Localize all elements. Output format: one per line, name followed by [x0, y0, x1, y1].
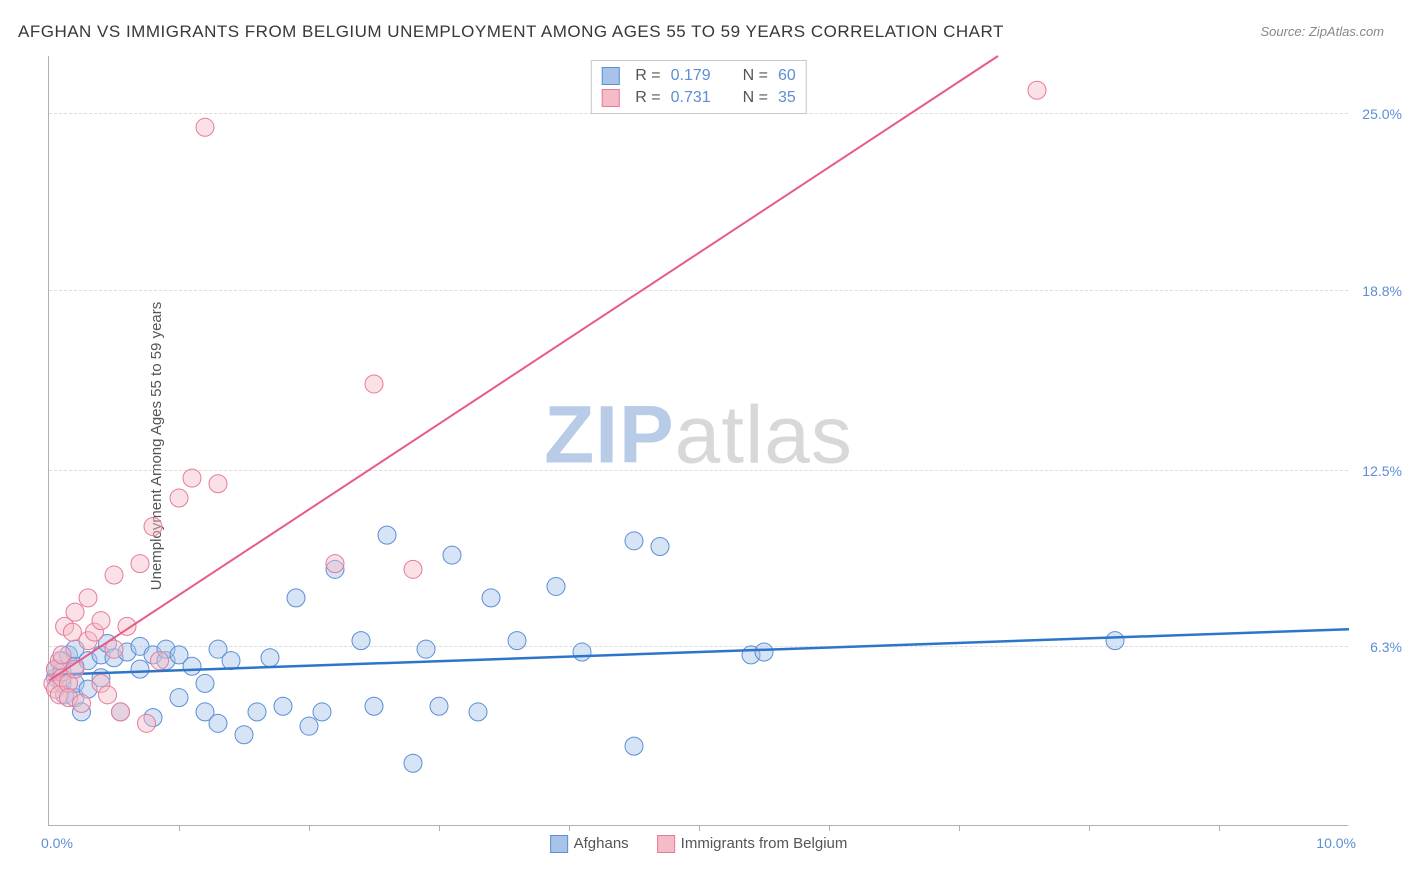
trend-line [49, 629, 1349, 675]
n-label: N = [743, 67, 768, 85]
data-point [66, 603, 84, 621]
data-point [112, 703, 130, 721]
data-point [196, 118, 214, 136]
legend-bottom: Afghans Immigrants from Belgium [550, 835, 848, 853]
data-point [248, 703, 266, 721]
data-point [300, 717, 318, 735]
data-point [326, 555, 344, 573]
trend-line [49, 56, 998, 681]
r-value: 0.731 [671, 89, 723, 107]
y-tick-label: 12.5% [1362, 463, 1402, 479]
data-point [313, 703, 331, 721]
data-point [352, 632, 370, 650]
x-tick [309, 825, 310, 831]
data-point [404, 754, 422, 772]
r-value: 0.179 [671, 67, 723, 85]
data-point [469, 703, 487, 721]
data-point [99, 686, 117, 704]
plot-area: 6.3%12.5%18.8%25.0% ZIPatlas 0.0% 10.0% … [48, 56, 1348, 826]
data-point [443, 546, 461, 564]
data-point [547, 577, 565, 595]
x-tick [959, 825, 960, 831]
legend-item-belgium: Immigrants from Belgium [657, 835, 848, 853]
data-point [131, 555, 149, 573]
r-label: R = [635, 89, 660, 107]
data-point [365, 375, 383, 393]
legend-label: Afghans [574, 835, 629, 852]
data-point [131, 660, 149, 678]
data-point [105, 566, 123, 584]
data-point [138, 714, 156, 732]
data-point [404, 560, 422, 578]
x-tick [699, 825, 700, 831]
n-label: N = [743, 89, 768, 107]
legend-swatch-icon [550, 835, 568, 853]
data-point [378, 526, 396, 544]
chart-title: AFGHAN VS IMMIGRANTS FROM BELGIUM UNEMPL… [18, 22, 1004, 42]
x-axis-min-label: 0.0% [41, 835, 73, 851]
data-point [1028, 81, 1046, 99]
legend-correlation-box: R = 0.179 N = 60 R = 0.731 N = 35 [590, 60, 806, 114]
data-point [144, 518, 162, 536]
legend-swatch-icon [657, 835, 675, 853]
data-point [625, 532, 643, 550]
data-point [482, 589, 500, 607]
y-tick-label: 6.3% [1370, 639, 1402, 655]
legend-item-afghans: Afghans [550, 835, 629, 853]
data-point [79, 589, 97, 607]
data-point [183, 469, 201, 487]
data-point [73, 694, 91, 712]
x-tick [439, 825, 440, 831]
legend-swatch-icon [601, 89, 619, 107]
data-point [183, 657, 201, 675]
x-tick [1219, 825, 1220, 831]
n-value: 35 [778, 89, 796, 107]
r-label: R = [635, 67, 660, 85]
legend-label: Immigrants from Belgium [681, 835, 848, 852]
data-point [508, 632, 526, 650]
data-point [53, 646, 71, 664]
legend-swatch-icon [601, 67, 619, 85]
data-point [430, 697, 448, 715]
x-tick [1089, 825, 1090, 831]
data-point [92, 612, 110, 630]
y-tick-label: 18.8% [1362, 283, 1402, 299]
x-tick [179, 825, 180, 831]
data-point [151, 652, 169, 670]
source-attribution: Source: ZipAtlas.com [1260, 24, 1384, 39]
data-point [196, 674, 214, 692]
data-point [170, 689, 188, 707]
data-point [209, 714, 227, 732]
data-point [365, 697, 383, 715]
data-point [63, 623, 81, 641]
x-tick [569, 825, 570, 831]
data-point [651, 538, 669, 556]
data-point [755, 643, 773, 661]
data-point [274, 697, 292, 715]
x-axis-max-label: 10.0% [1316, 835, 1356, 851]
y-tick-label: 25.0% [1362, 106, 1402, 122]
x-tick [829, 825, 830, 831]
data-point [170, 489, 188, 507]
data-point [261, 649, 279, 667]
scatter-chart [49, 56, 1348, 825]
legend-row-series-1: R = 0.731 N = 35 [601, 87, 795, 109]
data-point [209, 475, 227, 493]
n-value: 60 [778, 67, 796, 85]
data-point [417, 640, 435, 658]
data-point [1106, 632, 1124, 650]
legend-row-series-0: R = 0.179 N = 60 [601, 65, 795, 87]
data-point [222, 652, 240, 670]
data-point [287, 589, 305, 607]
data-point [625, 737, 643, 755]
data-point [573, 643, 591, 661]
data-point [235, 726, 253, 744]
